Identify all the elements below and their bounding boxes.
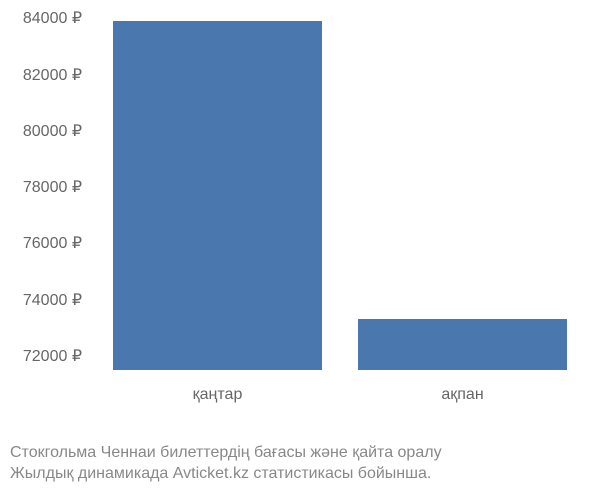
y-tick-label: 82000 ₽: [23, 65, 82, 85]
caption-line-2: Жылдық динамикада Avticket.kz статистика…: [10, 463, 442, 485]
y-tick-label: 74000 ₽: [23, 290, 82, 310]
x-axis: қаңтар ақпан: [95, 380, 585, 420]
y-tick-label: 72000 ₽: [23, 346, 82, 366]
y-axis: 72000 ₽ 74000 ₽ 76000 ₽ 78000 ₽ 80000 ₽ 82000…: [0, 0, 90, 380]
bar-chart: 72000 ₽ 74000 ₽ 76000 ₽ 78000 ₽ 80000 ₽ 82000…: [0, 0, 600, 430]
y-tick-label: 84000 ₽: [23, 8, 82, 28]
x-tick-label: ақпан: [441, 386, 483, 404]
x-tick-label: қаңтар: [193, 386, 243, 404]
caption-line-1: Стокгольма Ченнаи билеттердің бағасы жән…: [10, 442, 442, 464]
chart-caption: Стокгольма Ченнаи билеттердің бағасы жән…: [10, 442, 442, 485]
y-tick-label: 80000 ₽: [23, 121, 82, 141]
y-tick-label: 78000 ₽: [23, 177, 82, 197]
plot-area: [95, 10, 585, 370]
bar: [113, 21, 321, 370]
y-tick-label: 76000 ₽: [23, 233, 82, 253]
bar: [358, 319, 566, 370]
